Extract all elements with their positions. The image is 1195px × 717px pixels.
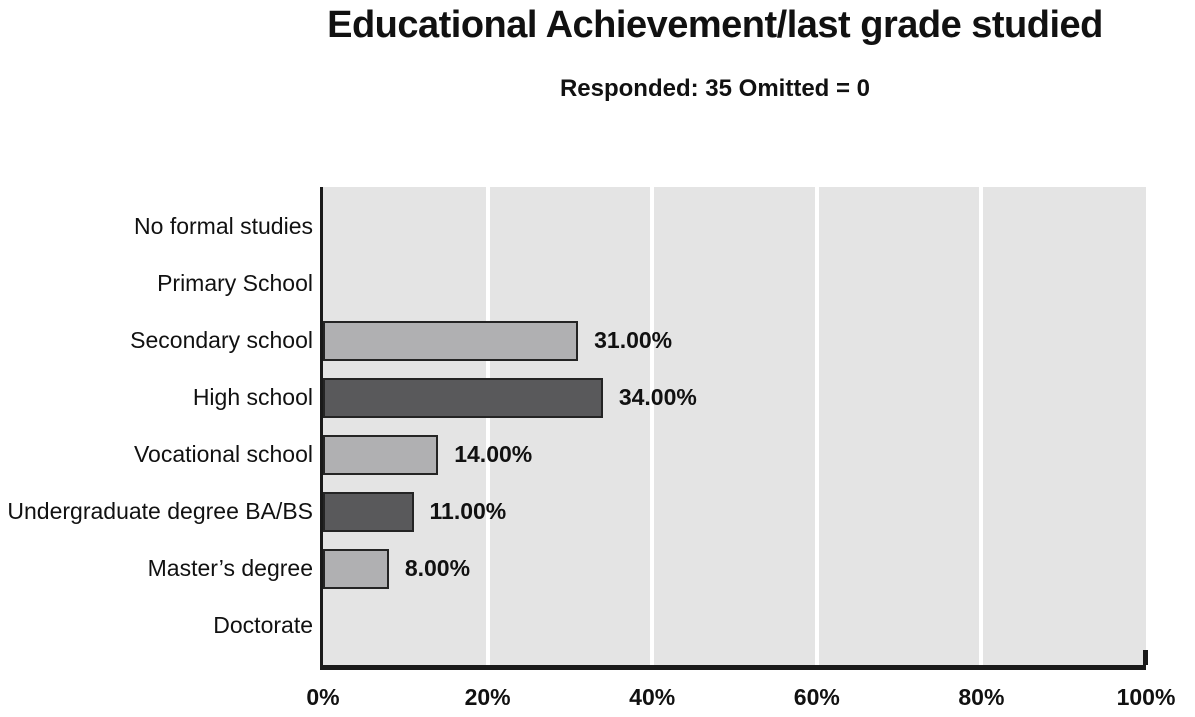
bar-row-undergraduate-degree: 11.00%	[323, 483, 1146, 540]
x-axis-tick-label: 0%	[306, 684, 340, 710]
bar-value-label: 11.00%	[429, 498, 507, 524]
bar-row-high-school: 34.00%	[323, 369, 1146, 426]
bar	[323, 320, 579, 361]
bar-row-vocational-school: 14.00%	[323, 426, 1146, 483]
bar-row-masters-degree: 8.00%	[323, 540, 1146, 597]
bar	[323, 377, 603, 418]
bar	[323, 434, 439, 475]
x-axis-end-tick	[1143, 650, 1148, 665]
category-label: High school	[192, 384, 313, 410]
plot-area: 31.00% 34.00% 14.00% 11.00% 8.00%	[320, 187, 1148, 670]
category-label: Undergraduate degree BA/BS	[7, 498, 313, 524]
x-axis-tick-labels: 0% 20% 40% 60% 80% 100%	[306, 684, 1175, 714]
gridline-40pct	[650, 187, 655, 665]
bar-rows: 31.00% 34.00% 14.00% 11.00% 8.00%	[323, 187, 1146, 665]
bar-value-label: 8.00%	[404, 555, 471, 581]
x-axis-tick-label: 80%	[958, 684, 1005, 710]
gridline-80pct	[979, 187, 984, 665]
category-label: Master’s degree	[147, 555, 313, 581]
chart-title: Educational Achievement/last grade studi…	[327, 4, 1103, 46]
x-axis-tick-label: 100%	[1116, 684, 1176, 710]
chart-subtitle: Responded: 35 Omitted = 0	[559, 75, 871, 103]
bar	[323, 491, 414, 532]
category-label: No formal studies	[134, 213, 313, 239]
bar-value-label: 14.00%	[454, 441, 533, 467]
bar-value-label: 34.00%	[618, 384, 697, 410]
bar-row-no-formal-studies	[323, 198, 1146, 255]
gridline-20pct	[485, 187, 490, 665]
category-label: Doctorate	[213, 612, 313, 638]
gridline-60pct	[814, 187, 819, 665]
bar-row-primary-school	[323, 255, 1146, 312]
bar-value-label: 31.00%	[594, 327, 673, 353]
category-label: Secondary school	[130, 327, 313, 353]
bar-row-secondary-school: 31.00%	[323, 312, 1146, 369]
x-axis-tick-label: 20%	[464, 684, 511, 710]
bar	[323, 548, 389, 589]
chart-header: Educational Achievement/last grade studi…	[235, 2, 1195, 103]
category-label: Primary School	[157, 270, 313, 296]
x-axis-tick-label: 40%	[629, 684, 676, 710]
category-label: Vocational school	[133, 441, 313, 467]
y-axis-category-labels: No formal studies Primary School Seconda…	[0, 198, 313, 654]
x-axis-tick-label: 60%	[793, 684, 840, 710]
bar-row-doctorate	[323, 597, 1146, 654]
